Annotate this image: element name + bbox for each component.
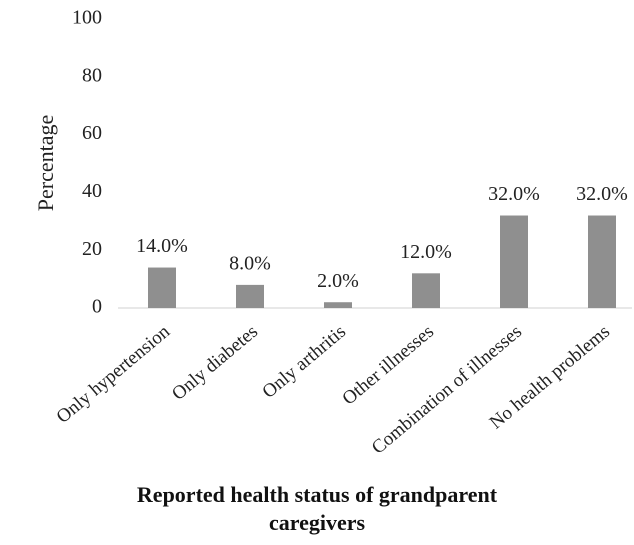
x-tick-label: Only hypertension [53,321,175,428]
bar [500,215,528,308]
data-label: 32.0% [576,183,628,205]
data-label: 8.0% [229,252,271,274]
y-tick-label: 0 [92,296,102,318]
y-tick-label: 20 [82,238,102,260]
bar [148,267,176,308]
y-tick-label: 100 [72,7,102,29]
bar [236,284,264,308]
x-tick-label: Only diabetes [168,321,262,405]
y-tick-label: 60 [82,122,102,144]
y-tick-label: 80 [82,64,102,86]
x-tick-label: Combination of illnesses [368,321,526,459]
data-label: 12.0% [400,241,452,263]
x-axis-label: Reported health status of grandparent ca… [136,482,498,535]
data-label: 32.0% [488,183,540,205]
y-axis-label: Percentage [33,115,58,212]
x-tick-label: Only arthritis [258,321,350,403]
bar [588,215,616,308]
data-label: 14.0% [136,235,188,257]
bar [412,273,440,308]
y-tick-label: 40 [82,180,102,202]
data-label: 2.0% [317,270,359,292]
bar [324,302,352,308]
